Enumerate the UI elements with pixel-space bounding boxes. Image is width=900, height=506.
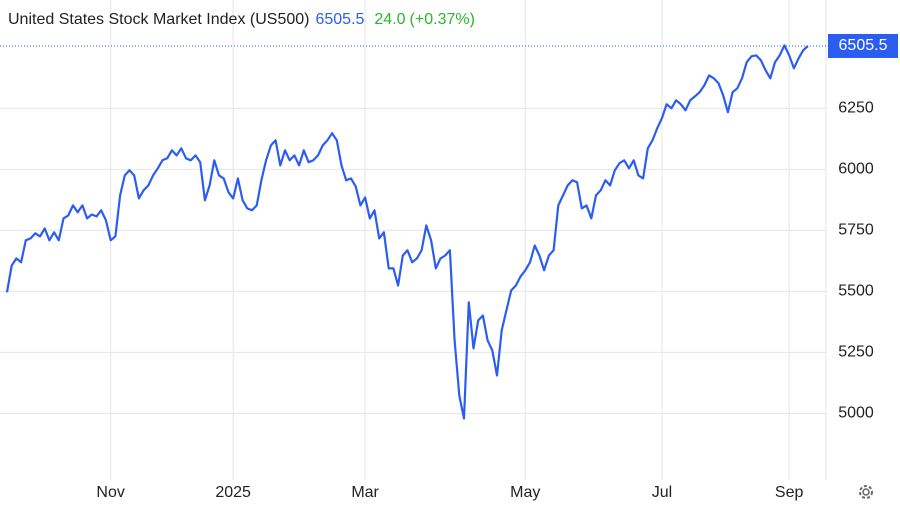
last-price-box — [828, 33, 898, 58]
y-tick-label: 5500 — [838, 283, 874, 300]
price-line — [5, 44, 809, 420]
x-tick-label: May — [510, 484, 540, 501]
last-price-label: 6505.5 — [839, 37, 888, 54]
chart-title: United States Stock Market Index (US500) — [8, 11, 309, 28]
y-tick-label: 6000 — [838, 161, 874, 178]
y-tick-label: 5250 — [838, 344, 874, 361]
x-tick-label: Jul — [652, 484, 672, 501]
y-tick-label: 5000 — [838, 405, 874, 422]
y-tick-label: 5750 — [838, 222, 874, 239]
chart-header: United States Stock Market Index (US500)… — [8, 11, 475, 28]
x-tick-label: Nov — [96, 484, 124, 501]
settings-icon[interactable] — [859, 485, 873, 499]
change-percent: (+0.37%) — [410, 11, 475, 28]
x-tick-label: 2025 — [215, 484, 251, 501]
last-price: 6505.5 — [315, 11, 364, 28]
x-tick-label: Sep — [775, 484, 804, 501]
x-tick-label: Mar — [351, 484, 379, 501]
y-tick-label: 6250 — [838, 100, 874, 117]
change: 24.0 — [374, 11, 405, 28]
